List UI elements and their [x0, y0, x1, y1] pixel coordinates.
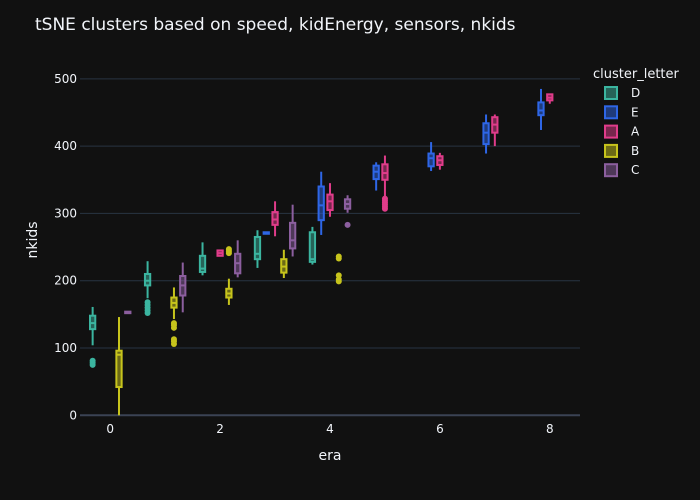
- box-B-era-2[interactable]: [225, 246, 233, 305]
- iqr-box: [198, 254, 207, 273]
- series-B: [115, 246, 342, 416]
- series-E: [262, 88, 545, 235]
- box-groups: [89, 88, 554, 416]
- legend-item-C[interactable]: C: [604, 163, 639, 178]
- legend-title: cluster_letter: [593, 67, 680, 82]
- iqr-box: [326, 193, 334, 212]
- legend-swatch: [604, 143, 618, 158]
- iqr-box: [271, 211, 279, 226]
- legend-swatch: [604, 86, 618, 100]
- y-tick-label: 100: [54, 341, 77, 355]
- box-A-era-4[interactable]: [326, 183, 334, 217]
- legend-swatch: [604, 163, 618, 178]
- outlier-point: [335, 253, 342, 260]
- legend-swatch: [604, 124, 618, 139]
- legend-item-E[interactable]: E: [604, 105, 639, 120]
- box-A-era-2[interactable]: [216, 249, 224, 257]
- outlier-point: [170, 336, 177, 343]
- box-D-era-0[interactable]: [89, 306, 97, 368]
- box-A-era-3[interactable]: [271, 201, 279, 237]
- y-tick-label: 200: [54, 274, 77, 288]
- box-D-era-2[interactable]: [198, 242, 207, 276]
- box-E-era-5[interactable]: [372, 162, 380, 191]
- y-tick-label: 300: [54, 206, 77, 220]
- iqr-box: [537, 101, 545, 117]
- legend-label: D: [631, 86, 640, 100]
- legend-item-A[interactable]: A: [604, 124, 640, 139]
- box-C-era-4[interactable]: [343, 195, 352, 228]
- box-B-era-3[interactable]: [280, 249, 288, 279]
- box-E-era-8[interactable]: [537, 88, 545, 130]
- outlier-point: [381, 195, 388, 202]
- box-C-era-3[interactable]: [289, 204, 297, 257]
- x-tick-label: 0: [106, 422, 114, 436]
- legend-swatch: [604, 105, 618, 120]
- iqr-box: [381, 163, 389, 181]
- legend-item-D[interactable]: D: [604, 86, 640, 100]
- iqr-box: [482, 122, 490, 146]
- x-tick-label: 6: [436, 422, 444, 436]
- x-tick-labels: 0 2 4 6 8: [106, 422, 553, 436]
- series-D: [89, 226, 317, 368]
- y-tick-label: 500: [54, 72, 77, 86]
- iqr-box: [427, 152, 435, 168]
- box-C-era-2[interactable]: [234, 240, 242, 278]
- box-A-era-7[interactable]: [491, 114, 499, 147]
- y-tick-label: 0: [69, 408, 77, 422]
- grid-lines: [80, 78, 580, 417]
- iqr-box: [317, 185, 325, 222]
- y-tick-labels: 0 100 200 300 400 500: [54, 72, 77, 422]
- box-D-era-4[interactable]: [308, 226, 317, 265]
- box-C-era-0[interactable]: [124, 310, 132, 315]
- y-tick-label: 400: [54, 139, 77, 153]
- iqr-box: [253, 235, 262, 261]
- box-B-era-1[interactable]: [170, 287, 178, 347]
- chart-title: tSNE clusters based on speed, kidEnergy,…: [35, 15, 516, 35]
- outlier-point: [225, 246, 232, 253]
- box-D-era-1[interactable]: [143, 261, 152, 317]
- x-axis-title: era: [319, 448, 342, 464]
- outlier-point: [144, 299, 151, 306]
- box-E-era-6[interactable]: [427, 142, 435, 172]
- iqr-box: [289, 221, 297, 250]
- series-C: [124, 195, 352, 315]
- iqr-box: [143, 272, 152, 287]
- legend-item-B[interactable]: B: [604, 143, 639, 158]
- iqr-box: [308, 231, 317, 263]
- legend-label: B: [631, 144, 639, 158]
- iqr-box: [115, 349, 123, 389]
- outlier-point: [335, 272, 342, 279]
- box-A-era-5[interactable]: [381, 155, 389, 212]
- y-axis-title: nkids: [25, 221, 41, 258]
- box-A-era-6[interactable]: [436, 152, 444, 170]
- legend-label: C: [631, 163, 639, 177]
- box-C-era-1[interactable]: [179, 262, 187, 313]
- x-tick-label: 4: [326, 422, 334, 436]
- outlier-point: [89, 357, 96, 364]
- box-B-era-4[interactable]: [335, 253, 342, 285]
- box-B-era-0[interactable]: [115, 317, 123, 416]
- outlier-point: [170, 320, 177, 327]
- box-A-era-8[interactable]: [546, 93, 554, 104]
- box-E-era-7[interactable]: [482, 114, 490, 154]
- legend-label: E: [631, 105, 639, 119]
- series-A: [216, 93, 554, 257]
- plot-area: [80, 60, 580, 420]
- box-E-era-3[interactable]: [262, 231, 270, 235]
- outlier-point: [344, 221, 351, 228]
- legend-label: A: [631, 125, 640, 139]
- box-D-era-3[interactable]: [253, 230, 262, 268]
- box-E-era-4[interactable]: [317, 171, 325, 235]
- x-tick-label: 8: [546, 422, 554, 436]
- x-tick-label: 2: [216, 422, 224, 436]
